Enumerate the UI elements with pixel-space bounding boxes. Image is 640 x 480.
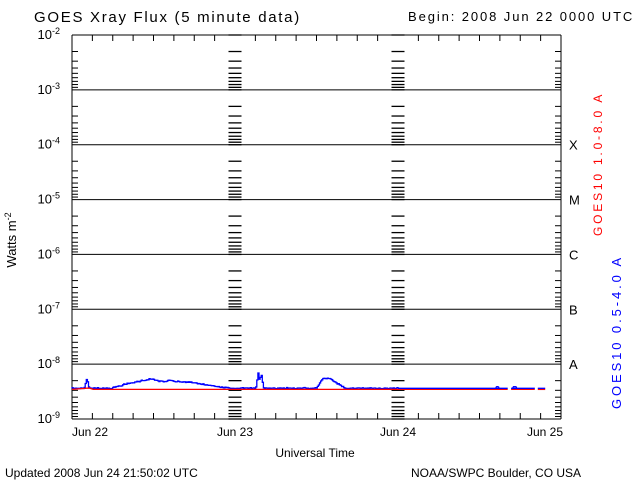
svg-text:M: M (569, 193, 580, 208)
svg-text:Updated 2008 Jun 24 21:50:02 U: Updated 2008 Jun 24 21:50:02 UTC (5, 466, 198, 480)
svg-text:Jun 25: Jun 25 (527, 425, 563, 439)
svg-text:GOES10 1.0-8.0 A: GOES10 1.0-8.0 A (591, 92, 605, 236)
svg-text:GOES10 0.5-4.0 A: GOES10 0.5-4.0 A (609, 255, 624, 409)
svg-text:Jun 22: Jun 22 (72, 425, 108, 439)
svg-text:C: C (569, 247, 578, 262)
svg-text:NOAA/SWPC Boulder, CO USA: NOAA/SWPC Boulder, CO USA (411, 466, 581, 480)
svg-text:Jun 23: Jun 23 (217, 425, 253, 439)
svg-text:X: X (569, 138, 578, 153)
svg-text:A: A (569, 357, 578, 372)
svg-text:B: B (569, 302, 578, 317)
svg-text:Begin: 2008 Jun 22 0000 UTC: Begin: 2008 Jun 22 0000 UTC (408, 9, 634, 24)
svg-text:Universal Time: Universal Time (275, 446, 355, 460)
svg-text:GOES Xray Flux (5 minute data): GOES Xray Flux (5 minute data) (34, 9, 301, 26)
svg-text:Watts m-2: Watts m-2 (3, 212, 19, 267)
svg-text:Jun 24: Jun 24 (380, 425, 416, 439)
